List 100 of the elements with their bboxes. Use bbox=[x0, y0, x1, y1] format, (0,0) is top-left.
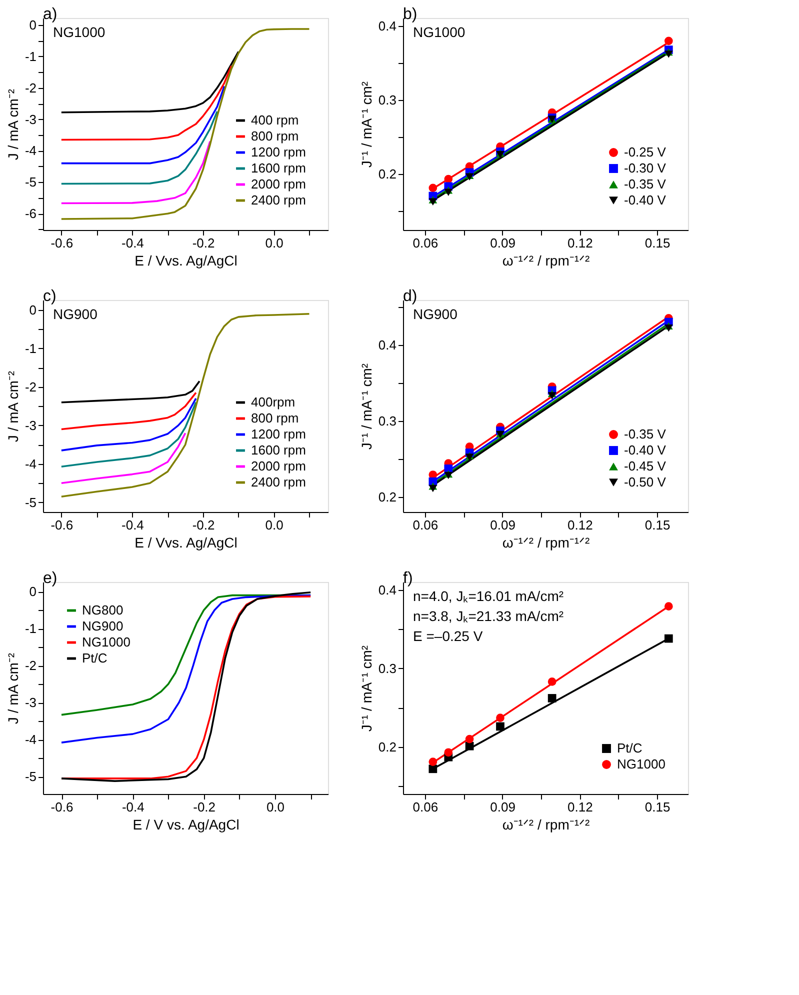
x-tick-label: 0.12 bbox=[568, 800, 593, 814]
point bbox=[465, 742, 474, 750]
x-axis-title: ω⁻¹ᐟ² / rpm⁻¹ᐟ² bbox=[502, 534, 590, 550]
x-tick-label: 0.0 bbox=[266, 800, 285, 814]
chart-title: f) bbox=[403, 570, 413, 587]
y-tick-label: -4 bbox=[24, 456, 36, 472]
chart-title: e) bbox=[43, 570, 58, 587]
x-tick-label: -0.6 bbox=[50, 236, 74, 250]
line-series bbox=[60, 432, 186, 484]
y-tick-label: 0.4 bbox=[378, 582, 396, 598]
line-series bbox=[60, 380, 200, 404]
y-axis-title: J / mA cm⁻² bbox=[4, 370, 21, 442]
x-axis-title: ω⁻¹ᐟ² / rpm⁻¹ᐟ² bbox=[502, 252, 590, 268]
y-tick-label: -5 bbox=[24, 494, 36, 510]
legend-label: 400 rpm bbox=[251, 112, 299, 128]
x-tick-label: 0.09 bbox=[490, 800, 516, 814]
x-tick-label: -0.6 bbox=[50, 800, 74, 814]
y-tick-label: -4 bbox=[24, 143, 36, 158]
point bbox=[428, 198, 438, 206]
legend-label: 1200 rpm bbox=[251, 426, 306, 442]
y-tick-label: 0.4 bbox=[378, 337, 396, 352]
y-axis-title: J⁻¹ / mA⁻¹ cm² bbox=[358, 645, 374, 732]
y-tick-label: 0.2 bbox=[378, 739, 396, 754]
x-tick-label: 0.0 bbox=[265, 236, 284, 250]
y-tick-label: -5 bbox=[24, 174, 36, 190]
y-tick-label: -2 bbox=[24, 80, 36, 96]
x-tick-label: 0.06 bbox=[412, 236, 438, 250]
point bbox=[548, 678, 556, 686]
y-tick-label: -1 bbox=[24, 621, 36, 636]
legend-label: 400rpm bbox=[251, 394, 296, 410]
annotation: NG900 bbox=[53, 306, 98, 322]
y-tick-label: -2 bbox=[24, 379, 36, 394]
x-tick-label: 0.12 bbox=[568, 518, 593, 532]
legend-label: -0.50 V bbox=[624, 474, 666, 490]
line-series bbox=[60, 398, 197, 452]
legend-label: NG900 bbox=[82, 618, 124, 634]
x-tick-label: -0.4 bbox=[122, 236, 144, 250]
point bbox=[428, 764, 438, 774]
y-tick-label: 0.4 bbox=[378, 18, 396, 34]
y-tick-label: -3 bbox=[24, 695, 36, 710]
point bbox=[428, 758, 438, 766]
x-tick-label: -0.6 bbox=[50, 518, 74, 532]
point bbox=[664, 36, 673, 46]
annotation: NG1000 bbox=[413, 24, 466, 40]
point bbox=[496, 714, 504, 722]
chart-title: b) bbox=[403, 6, 418, 23]
y-tick-label: -1 bbox=[24, 48, 36, 64]
chart-title: a) bbox=[43, 6, 58, 23]
legend-label: 1600 rpm bbox=[251, 442, 306, 458]
x-tick-label: 0.09 bbox=[490, 236, 516, 250]
y-tick-label: 0.2 bbox=[378, 489, 396, 504]
x-tick-label: 0.15 bbox=[644, 236, 670, 250]
y-tick-label: -4 bbox=[24, 732, 36, 748]
y-tick-label: 0.3 bbox=[378, 92, 396, 108]
line-series bbox=[60, 140, 212, 204]
legend-label: -0.25 V bbox=[624, 144, 666, 160]
x-tick-label: 0.09 bbox=[490, 518, 516, 532]
y-tick-label: 0 bbox=[29, 17, 36, 32]
point bbox=[664, 634, 673, 643]
legend-label: 2000 rpm bbox=[251, 176, 306, 192]
annotation: NG1000 bbox=[53, 24, 106, 40]
line-series bbox=[60, 392, 197, 430]
x-tick-label: 0.06 bbox=[412, 518, 438, 532]
legend-label: 800 rpm bbox=[251, 410, 299, 426]
legend-label: 800 rpm bbox=[251, 128, 299, 144]
annotation: E =–0.25 V bbox=[413, 628, 484, 644]
annotation: n=4.0, Jₖ=16.01 mA/cm² bbox=[413, 588, 564, 604]
x-tick-label: 0.06 bbox=[412, 800, 438, 814]
x-axis-title: E / Vvs. Ag/AgCl bbox=[134, 252, 238, 268]
x-axis-title: E / Vvs. Ag/AgCl bbox=[134, 534, 238, 550]
line-series bbox=[60, 64, 232, 141]
line-series bbox=[60, 110, 218, 185]
legend-label: 1200 rpm bbox=[251, 144, 306, 160]
legend-label: -0.35 V bbox=[624, 426, 666, 442]
x-axis-title: ω⁻¹ᐟ² / rpm⁻¹ᐟ² bbox=[502, 816, 590, 832]
y-tick-label: -2 bbox=[24, 658, 36, 674]
legend-label: 2400 rpm bbox=[251, 474, 306, 490]
legend-label: -0.45 V bbox=[624, 458, 666, 474]
legend-label: NG1000 bbox=[82, 634, 130, 650]
point bbox=[428, 484, 438, 492]
line-series bbox=[60, 594, 312, 744]
line-series bbox=[60, 85, 226, 164]
legend-label: -0.35 V bbox=[624, 176, 666, 192]
y-tick-label: 0 bbox=[29, 584, 36, 600]
y-axis-title: J / mA cm⁻² bbox=[4, 88, 21, 160]
y-axis-title: J⁻¹ / mA⁻¹ cm² bbox=[358, 363, 374, 450]
legend-label: -0.40 V bbox=[624, 192, 666, 208]
x-tick-label: -0.4 bbox=[122, 518, 144, 532]
y-tick-label: -3 bbox=[24, 418, 36, 433]
y-tick-label: 0 bbox=[29, 302, 36, 318]
point bbox=[548, 694, 556, 702]
y-tick-label: -6 bbox=[24, 206, 36, 222]
y-tick-label: -1 bbox=[24, 340, 36, 356]
legend-label: -0.40 V bbox=[624, 442, 666, 458]
legend-label: Pt/C bbox=[617, 740, 642, 756]
point bbox=[444, 748, 453, 757]
legend-label: 2000 rpm bbox=[251, 458, 306, 474]
y-tick-label: -3 bbox=[24, 112, 36, 127]
x-tick-label: -0.2 bbox=[192, 236, 215, 250]
chart-title: d) bbox=[403, 288, 418, 305]
